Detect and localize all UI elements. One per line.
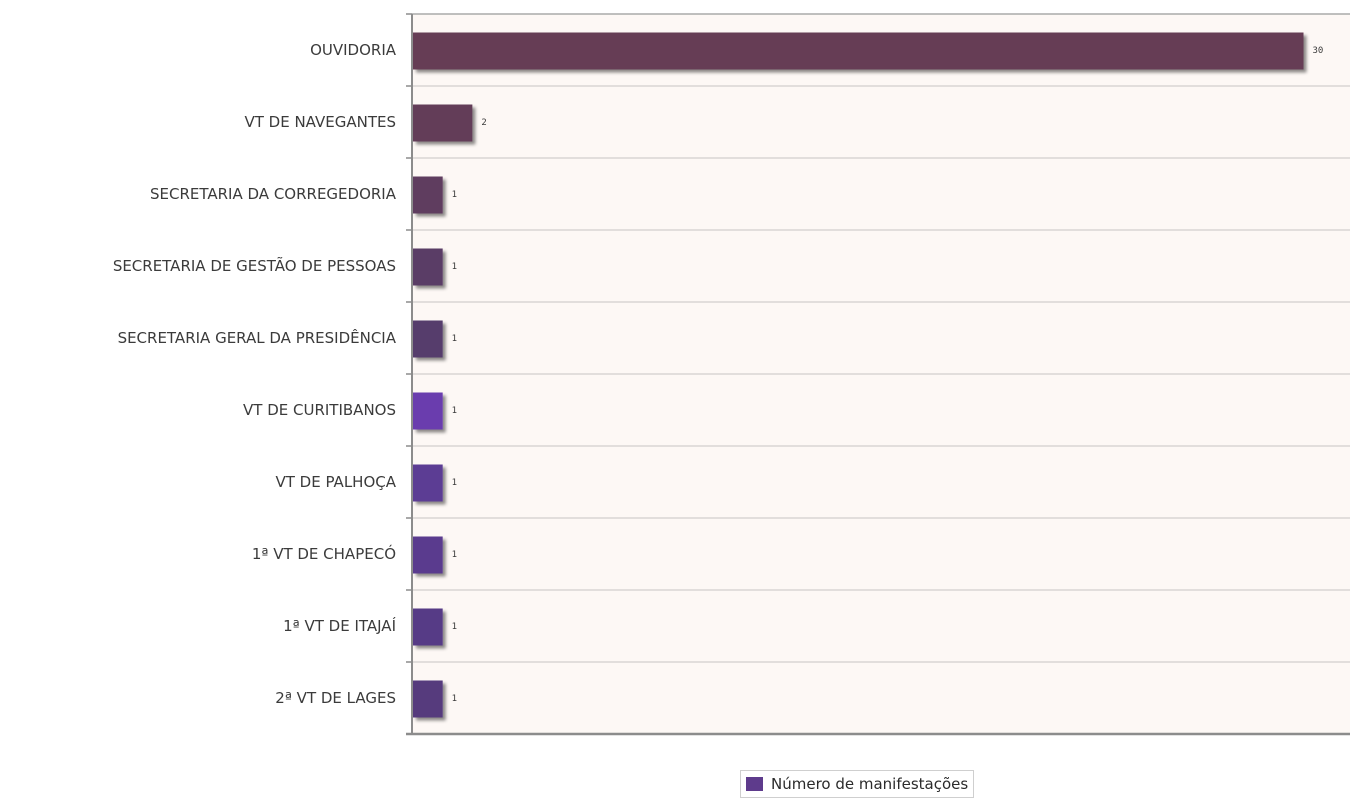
- value-label: 1: [452, 478, 457, 488]
- bar: [413, 32, 1304, 70]
- category-label: SECRETARIA DE GESTÃO DE PESSOAS: [113, 256, 396, 275]
- category-label: VT DE NAVEGANTES: [244, 113, 396, 131]
- bar: [413, 104, 473, 142]
- value-label: 1: [452, 334, 457, 344]
- chart-legend: Número de manifestações: [740, 770, 975, 798]
- category-label: 1ª VT DE ITAJAÍ: [283, 616, 396, 635]
- legend-label: Número de manifestações: [771, 775, 969, 793]
- value-label: 1: [452, 550, 457, 560]
- category-label: SECRETARIA GERAL DA PRESIDÊNCIA: [118, 328, 397, 347]
- bar: [413, 536, 443, 574]
- bar: [413, 248, 443, 286]
- value-label: 1: [452, 262, 457, 272]
- value-label: 2: [481, 118, 486, 128]
- category-label: 1ª VT DE CHAPECÓ: [252, 544, 396, 563]
- category-label: VT DE PALHOÇA: [275, 473, 396, 491]
- legend-swatch: [746, 777, 763, 791]
- value-label: 1: [452, 694, 457, 704]
- category-label: SECRETARIA DA CORREGEDORIA: [150, 185, 397, 203]
- bar: [413, 176, 443, 214]
- bar: [413, 608, 443, 646]
- category-label: 2ª VT DE LAGES: [275, 689, 396, 707]
- category-label: OUVIDORIA: [310, 41, 397, 59]
- bar: [413, 464, 443, 502]
- value-label: 1: [452, 622, 457, 632]
- bar: [413, 680, 443, 718]
- bar: [413, 320, 443, 358]
- value-label: 1: [452, 190, 457, 200]
- bar: [413, 392, 443, 430]
- value-label: 1: [452, 406, 457, 416]
- value-label: 30: [1313, 46, 1324, 56]
- category-label: VT DE CURITIBANOS: [243, 401, 396, 419]
